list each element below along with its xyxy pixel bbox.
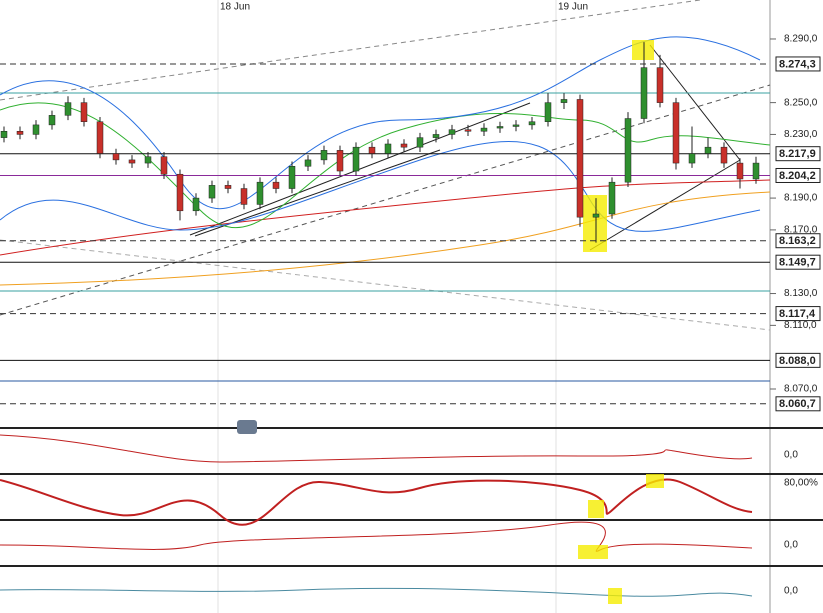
level-label: 8.060,7 — [779, 398, 816, 410]
candle-body — [128, 159, 136, 164]
level-label: 8.274,3 — [779, 58, 816, 70]
y-tick-label: 8.070,0 — [784, 384, 818, 395]
y-tick-label: 8.110,0 — [784, 320, 817, 331]
candle-body — [368, 146, 376, 154]
candle-body — [320, 150, 328, 161]
candle-body — [592, 213, 600, 218]
candle-body — [576, 99, 584, 218]
y-tick-label: 8.250,0 — [784, 97, 818, 108]
candle-body — [192, 197, 200, 212]
candle-body — [432, 134, 440, 138]
candle-body — [96, 121, 104, 154]
level-label: 8.204,2 — [779, 170, 816, 182]
candle-body — [80, 102, 88, 122]
candle-body — [352, 146, 360, 172]
candle-body — [272, 181, 280, 189]
level-label: 8.117,4 — [779, 308, 816, 320]
level-box — [775, 146, 821, 162]
candle-body — [160, 156, 168, 175]
candle-body — [704, 146, 712, 154]
candle-body — [608, 181, 616, 215]
candle-body — [528, 121, 536, 126]
y-tick-label: 8.130,0 — [784, 288, 818, 299]
indicator-tick: 0,0 — [784, 450, 798, 461]
candle-body — [32, 124, 40, 135]
candle-body — [256, 181, 264, 205]
indicator-tick: 0,0 — [784, 540, 798, 551]
candle-body — [16, 131, 24, 135]
candle-body — [544, 102, 552, 122]
candle-body — [176, 173, 184, 212]
y-tick-label: 8.230,0 — [784, 129, 818, 140]
candle-body — [720, 146, 728, 164]
candle-body — [464, 129, 472, 132]
candle-body — [288, 166, 296, 189]
candle-body — [416, 137, 424, 148]
highlight — [583, 195, 607, 252]
candle-body — [64, 102, 72, 116]
candle-body — [304, 159, 312, 167]
candle-body — [400, 143, 408, 148]
candle-body — [0, 131, 8, 138]
candle-body — [208, 185, 216, 199]
level-label: 8.163,2 — [779, 235, 816, 247]
candle-body — [480, 127, 488, 132]
candle-body — [240, 188, 248, 205]
candle-body — [384, 143, 392, 154]
candle-body — [672, 102, 680, 164]
y-tick-label: 8.290,0 — [784, 34, 818, 45]
candle-body — [560, 99, 568, 103]
level-box — [775, 254, 821, 270]
candle-body — [512, 124, 520, 127]
level-box — [775, 233, 821, 249]
level-box — [775, 56, 821, 72]
date-label: 18 Jun — [220, 2, 250, 13]
trend-lines — [0, 0, 771, 382]
level-label: 8.088,0 — [779, 355, 816, 367]
indicator-panels — [0, 420, 823, 604]
level-box — [775, 167, 821, 183]
indicator-tick: 80,00% — [784, 478, 818, 489]
date-label: 19 Jun — [558, 2, 588, 13]
candle-body — [752, 162, 760, 180]
candle-body — [624, 118, 632, 183]
level-label: 8.217,9 — [779, 148, 816, 160]
candle-body — [336, 150, 344, 172]
candle-body — [448, 129, 456, 135]
y-tick-label: 8.190,0 — [784, 193, 818, 204]
level-box — [775, 352, 821, 368]
candle-body — [144, 156, 152, 164]
candle-body — [656, 67, 664, 103]
y-tick-label: 8.170,0 — [784, 225, 818, 236]
indicator-tick: 0,0 — [784, 586, 798, 597]
candle-body — [640, 67, 648, 119]
candle-body — [688, 153, 696, 164]
candle-body — [496, 126, 504, 129]
candle-body — [736, 162, 744, 180]
candle-body — [224, 185, 232, 189]
level-box — [775, 306, 821, 322]
candle-body — [112, 153, 120, 161]
candle-body — [48, 115, 56, 126]
highlight — [632, 40, 654, 60]
level-box — [775, 396, 821, 412]
level-label: 8.149,7 — [779, 257, 816, 269]
